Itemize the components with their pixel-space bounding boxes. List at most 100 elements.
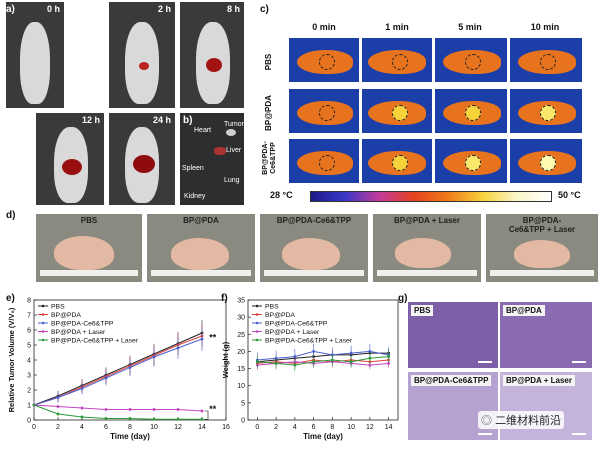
panel-label-e: e): [6, 293, 15, 304]
y-tick-label: 0: [241, 418, 245, 425]
watermark-text: 二维材料前沿: [495, 415, 562, 427]
legend-entry: BP@PDA-Ce6&TPP: [51, 321, 114, 328]
col-header-1min: 1 min: [385, 22, 409, 32]
tumor-tissue: [226, 129, 236, 136]
data-point: [368, 350, 372, 353]
imaging-tile-24h: 24 h: [109, 113, 175, 205]
scale-bar: [572, 433, 586, 435]
time-label: 0 h: [46, 4, 60, 14]
thermal-image: [289, 139, 359, 183]
y-tick-label: 3: [27, 373, 31, 380]
y-tick-label: 5: [241, 400, 245, 407]
legend-marker: [255, 338, 259, 342]
thermal-image: [435, 38, 507, 82]
data-point: [200, 417, 204, 421]
mouse-silhouette: [20, 22, 50, 104]
data-point: [176, 346, 180, 350]
histology-label: BP@PDA: [503, 305, 545, 316]
body-weight-chart: 0 2 4 6 8 10 12 14 0 5 10 15 20 25 30 35 Time (day) Weigh…: [221, 298, 399, 441]
mouse-photo: [514, 240, 570, 268]
tumor-region: [392, 105, 408, 121]
imaging-tile-0h: 0 h: [6, 2, 64, 108]
y-tick-label: 30: [237, 315, 245, 322]
significance-bracket: [204, 410, 209, 420]
data-point: [80, 406, 84, 410]
photo-bp-pda-laser: BP@PDA + Laser: [373, 214, 481, 282]
thermal-image: [289, 89, 359, 133]
y-tick-label: 35: [237, 298, 245, 305]
row-header-bp-pda-ce6-tpp: BP@PDA-Ce6&TPP: [262, 141, 277, 175]
data-point: [274, 362, 278, 365]
legend-marker: [255, 321, 259, 325]
organ-label-kidney: Kidney: [184, 193, 206, 200]
data-point: [387, 355, 391, 358]
photo-bp-pda: BP@PDA: [147, 214, 255, 282]
x-axis-label: Time (day): [110, 432, 150, 441]
series-line: [33, 338, 203, 406]
tumor-region: [540, 54, 556, 70]
fluorescence-signal: [62, 159, 82, 175]
data-point: [255, 360, 259, 364]
photo-title: BP@PDA-Ce6&TPP + Laser: [508, 216, 576, 234]
legend-entry: BP@PDA + Laser: [265, 329, 320, 336]
legend-marker: [41, 304, 45, 308]
ruler: [490, 270, 594, 276]
legend-entry: BP@PDA-Ce6&TPP + Laser: [265, 338, 353, 345]
x-tick-label: 2: [56, 424, 60, 431]
ruler: [40, 270, 138, 276]
thermal-image: [362, 139, 432, 183]
data-point: [128, 366, 132, 369]
legend-entry: PBS: [51, 304, 65, 311]
legend-marker: [41, 338, 45, 342]
data-point: [104, 408, 108, 411]
fluorescence-signal: [139, 62, 149, 70]
ruler: [377, 270, 477, 276]
data-point: [349, 351, 353, 355]
data-point: [330, 358, 334, 362]
data-point: [368, 356, 372, 360]
x-tick-label: 6: [312, 424, 316, 431]
x-tick-label: 10: [347, 424, 355, 431]
data-point: [312, 360, 316, 364]
series-line: [33, 335, 203, 406]
organ-label-spleen: Spleen: [182, 165, 204, 172]
photo-pbs: PBS: [36, 214, 142, 282]
y-tick-label: 25: [237, 332, 245, 339]
time-label: 8 h: [226, 4, 240, 14]
legend-entry: BP@PDA: [265, 312, 295, 319]
panel-label-d: d): [6, 210, 16, 221]
plot-frame: [247, 299, 399, 421]
data-point: [80, 387, 84, 390]
x-tick-label: 4: [293, 424, 297, 431]
data-point: [200, 337, 204, 341]
y-tick-label: 0: [27, 418, 31, 425]
col-header-5min: 5 min: [458, 22, 482, 32]
thermal-image: [510, 139, 582, 183]
x-tick-label: 0: [255, 424, 259, 431]
tumor-region: [465, 155, 481, 171]
tumor-region: [392, 54, 408, 70]
y-tick-label: 5: [27, 343, 31, 350]
tumor-region: [319, 105, 335, 121]
tumor-region: [319, 155, 335, 171]
histology-label: PBS: [411, 305, 434, 316]
significance-marker: **: [209, 333, 217, 343]
series-line: [257, 352, 389, 363]
time-label: 24 h: [152, 115, 171, 125]
data-point: [200, 409, 204, 413]
thermal-image: [435, 89, 507, 133]
thermal-image: [362, 89, 432, 133]
time-label: 12 h: [81, 115, 100, 125]
legend-marker: [255, 330, 259, 333]
tumor-region: [319, 54, 335, 70]
data-point: [176, 408, 180, 411]
x-tick-label: 2: [274, 424, 278, 431]
data-point: [104, 376, 108, 380]
thermal-image: [435, 139, 507, 183]
organ-label-lung: Lung: [224, 177, 240, 184]
y-axis-label: Relative Tumor Volume (V/V₀): [7, 307, 16, 412]
x-tick-label: 14: [385, 424, 393, 431]
y-tick-label: 20: [237, 349, 245, 356]
x-tick-label: 12: [366, 424, 374, 431]
